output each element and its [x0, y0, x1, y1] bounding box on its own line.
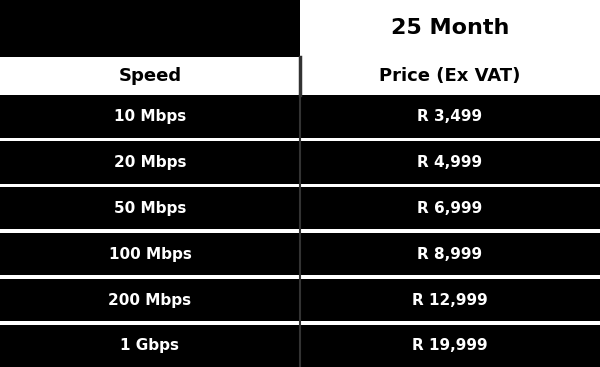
Bar	[300, 0, 600, 57]
Bar	[300, 279, 600, 321]
Bar	[0, 57, 300, 95]
Bar	[0, 141, 300, 184]
Text: 10 Mbps: 10 Mbps	[114, 109, 186, 124]
Bar	[300, 233, 600, 275]
Text: Price (Ex VAT): Price (Ex VAT)	[379, 67, 521, 85]
Bar	[0, 279, 300, 321]
Text: 50 Mbps: 50 Mbps	[114, 201, 186, 216]
Bar	[0, 95, 300, 138]
Text: 1 Gbps: 1 Gbps	[121, 338, 179, 353]
Bar	[300, 325, 600, 367]
Text: R 4,999: R 4,999	[418, 155, 482, 170]
Bar	[0, 233, 300, 275]
Text: R 6,999: R 6,999	[418, 201, 482, 216]
Text: 100 Mbps: 100 Mbps	[109, 247, 191, 262]
Bar	[300, 141, 600, 184]
Text: R 12,999: R 12,999	[412, 292, 488, 308]
Bar	[0, 229, 600, 233]
Text: R 19,999: R 19,999	[412, 338, 488, 353]
Bar	[0, 321, 600, 325]
Bar	[0, 275, 600, 279]
Text: Speed: Speed	[118, 67, 182, 85]
Bar	[0, 138, 600, 141]
Text: 200 Mbps: 200 Mbps	[109, 292, 191, 308]
Text: R 3,499: R 3,499	[418, 109, 482, 124]
Bar	[300, 57, 600, 95]
Bar	[0, 325, 300, 367]
Bar	[0, 184, 600, 187]
Bar	[300, 95, 600, 138]
Bar	[300, 187, 600, 229]
Text: R 8,999: R 8,999	[418, 247, 482, 262]
Text: 25 Month: 25 Month	[391, 18, 509, 39]
Text: 20 Mbps: 20 Mbps	[114, 155, 186, 170]
Bar	[0, 0, 300, 57]
Bar	[0, 187, 300, 229]
